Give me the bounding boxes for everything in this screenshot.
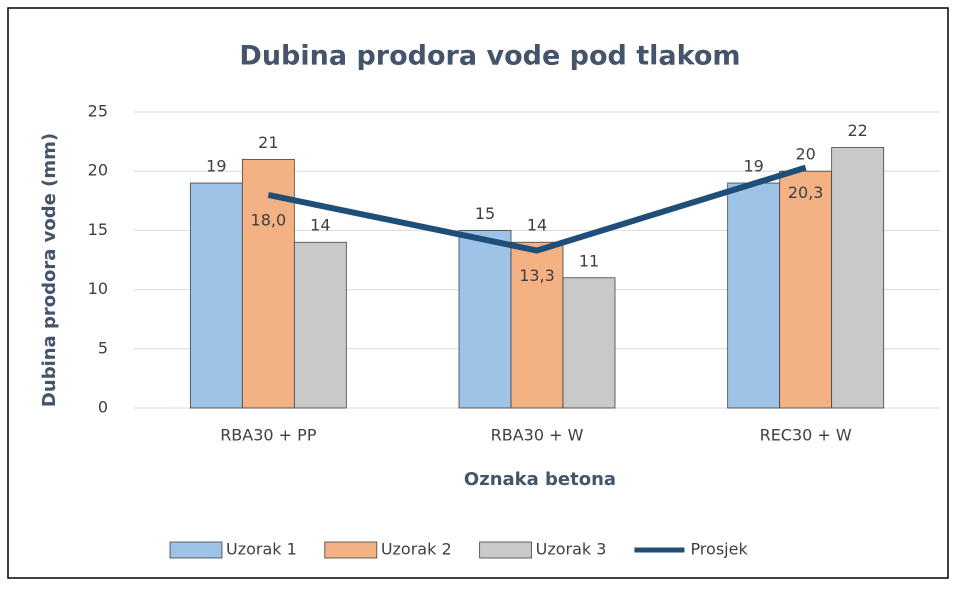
bar [189,182,243,409]
x-tick-label: RBA30 + W [491,426,584,445]
bar [779,170,833,409]
data-label: 21 [258,133,278,152]
y-tick-label: 25 [88,102,108,121]
y-tick-label: 15 [88,220,108,239]
bar [727,182,781,409]
bar [831,147,885,409]
line-data-label: 13,3 [519,266,555,285]
data-label: 11 [579,251,599,270]
legend-swatch [324,541,378,559]
data-label: 15 [475,204,495,223]
legend-label: Uzorak 1 [226,540,297,559]
bar [510,241,564,409]
data-label: 19 [206,157,226,176]
bar [562,277,616,409]
bar [458,229,512,409]
data-label: 22 [847,121,867,140]
x-tick-label: REC30 + W [760,426,852,445]
y-axis-title: Dubina prodora vode (mm) [39,133,60,407]
x-tick-label: RBA30 + PP [220,426,317,445]
legend-label: Uzorak 3 [536,540,607,559]
line [267,164,807,254]
legend-label: Uzorak 2 [381,540,452,559]
x-axis-title: Oznaka betona [464,469,616,490]
y-tick-label: 5 [98,338,108,357]
bar [293,241,347,409]
data-label: 14 [527,216,547,235]
y-tick-label: 0 [98,398,108,417]
y-tick-label: 10 [88,279,108,298]
legend-swatch [169,541,223,559]
line-data-label: 18,0 [251,210,287,229]
data-label: 19 [743,157,763,176]
line-data-label: 20,3 [788,183,824,202]
legend-label: Prosjek [690,540,748,559]
data-label: 14 [310,216,330,235]
chart-title: Dubina prodora vode pod tlakom [239,41,740,72]
legend-swatch [479,541,533,559]
data-label: 20 [795,145,815,164]
y-tick-label: 20 [88,161,108,180]
